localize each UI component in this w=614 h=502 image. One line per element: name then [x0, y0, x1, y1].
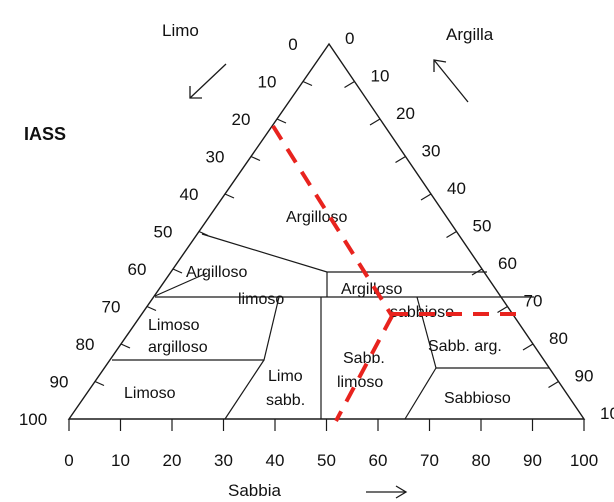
region-limo-sabb-line1: Limo [268, 368, 303, 385]
silt-tick-label: 10 [371, 67, 390, 86]
sand-tick-label: 80 [472, 451, 491, 470]
sand-tick-label: 40 [266, 451, 285, 470]
silt-direction-arrow-icon [189, 63, 227, 99]
clay-tick-label: 80 [76, 335, 95, 354]
clay-tick [224, 193, 235, 199]
region-limo-sabb-line2: sabb. [266, 392, 305, 409]
region-argilloso-limoso-line1: Argilloso [186, 264, 247, 281]
clay-tick-label: 10 [258, 73, 277, 92]
sand-tick-label: 10 [111, 451, 130, 470]
sand-tick-label: 0 [64, 451, 73, 470]
clay-tick-label: 40 [180, 185, 199, 204]
highlight-lines [271, 124, 525, 422]
silt-tick [420, 193, 432, 201]
silt-tick-label: 30 [422, 142, 441, 161]
clay-tick-label: 20 [232, 110, 251, 129]
clay-tick-label: 50 [154, 223, 173, 242]
boundary-sabbioso-left [404, 367, 437, 420]
clay-tick-label: 30 [206, 148, 225, 167]
clay-tick [94, 380, 105, 387]
sand-tick-label: 30 [214, 451, 233, 470]
triangle-outline [67, 42, 586, 420]
region-argilloso-limoso-line2: limoso [238, 291, 284, 308]
sand-tick-label: 50 [317, 451, 336, 470]
clay-tick-label: 60 [128, 260, 147, 279]
silt-tick [344, 80, 355, 89]
region-argilloso: Argilloso [286, 209, 347, 226]
clay-axis-label: Argilla [446, 25, 494, 44]
clay-tick-label: 90 [50, 373, 69, 392]
tick-labels: 0102030405060708090100010203040506070809… [19, 29, 614, 470]
silt-tick [548, 380, 559, 389]
boundary-sabb-arg-left [416, 296, 437, 369]
clay-tick [198, 230, 209, 237]
clay-tick [172, 268, 183, 274]
boundary-limo-sabb-left [224, 359, 265, 420]
class-boundaries [112, 233, 549, 420]
clay-tick [146, 305, 157, 312]
region-labels: Argilloso Argilloso limoso Argilloso sab… [124, 209, 511, 409]
silt-tick-label: 100 [600, 404, 614, 423]
silt-tick-label: 90 [575, 367, 594, 386]
highlight-lower-dashed-line [334, 315, 394, 422]
silt-tick-label: 80 [549, 329, 568, 348]
region-limoso: Limoso [124, 385, 176, 402]
silt-tick-label: 0 [345, 29, 354, 48]
clay-direction-arrow-icon [433, 59, 469, 103]
region-sabbioso: Sabbioso [444, 390, 511, 407]
silt-tick [395, 155, 406, 164]
clay-tick-label: 100 [19, 410, 47, 429]
clay-tick [276, 118, 287, 124]
silt-tick [522, 343, 534, 351]
sand-tick-label: 20 [163, 451, 182, 470]
silt-tick-label: 70 [524, 292, 543, 311]
clay-tick-label: 70 [102, 298, 121, 317]
silt-tick-label: 50 [473, 217, 492, 236]
clay-tick [250, 155, 261, 162]
clay-tick [120, 343, 131, 349]
region-argilloso-sabbioso-line1: Argilloso [341, 281, 402, 298]
sand-direction-arrow-icon [366, 485, 408, 499]
clay-tick [302, 80, 313, 87]
region-sabb-limoso-line2: limoso [337, 374, 383, 391]
sand-tick-label: 60 [369, 451, 388, 470]
region-sabb-limoso-line1: Sabb. [343, 350, 385, 367]
silt-tick-label: 60 [498, 254, 517, 273]
region-limoso-argilloso-line1: Limoso [148, 317, 200, 334]
sand-tick-label: 100 [570, 451, 598, 470]
system-label: IASS [24, 124, 66, 144]
region-sabb-arg: Sabb. arg. [428, 338, 502, 355]
sand-axis-label: Sabbia [228, 481, 281, 500]
silt-tick [497, 305, 508, 314]
silt-tick-label: 40 [447, 179, 466, 198]
silt-tick [471, 268, 483, 276]
boundary-limoso-argilloso-top [154, 272, 208, 297]
clay-tick-label: 0 [288, 35, 297, 54]
silt-tick-label: 20 [396, 104, 415, 123]
highlight-diagonal-dashed-line [271, 124, 394, 318]
region-limoso-argilloso-line2: argilloso [148, 339, 208, 356]
sand-tick-label: 90 [523, 451, 542, 470]
silt-axis-label: Limo [162, 21, 199, 40]
silt-tick [446, 230, 457, 239]
silt-tick [369, 118, 381, 126]
sand-tick-label: 70 [420, 451, 439, 470]
tick-marks [68, 80, 585, 431]
